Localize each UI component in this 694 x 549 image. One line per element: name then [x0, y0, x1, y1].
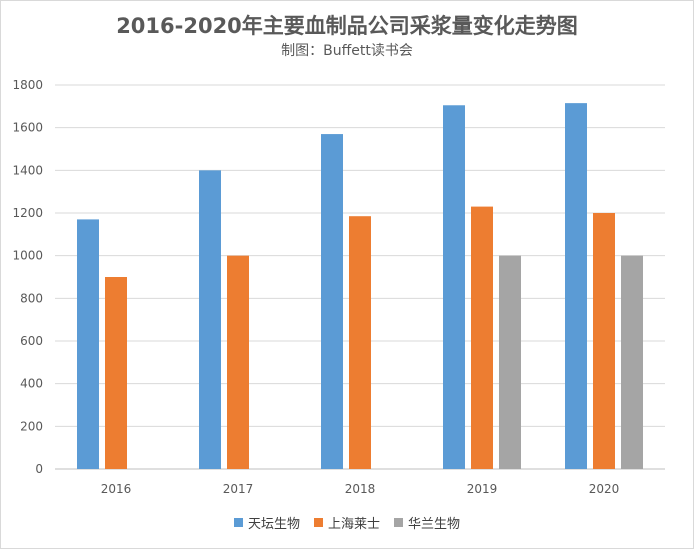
x-tick-label: 2017 [223, 482, 254, 496]
legend-swatch [313, 518, 323, 527]
legend-label: 华兰生物 [408, 517, 461, 532]
legend-item: 华兰生物 [394, 513, 460, 532]
bar-2017-series-1 [227, 255, 249, 469]
bar-2019-series-1 [471, 206, 493, 469]
x-tick-label: 2016 [101, 482, 132, 496]
bar-2020-series-2 [621, 255, 643, 469]
x-tick-label: 2018 [345, 482, 376, 496]
bar-2019-series-2 [499, 255, 521, 469]
bar-2020-series-0 [565, 103, 587, 469]
y-tick-label: 600 [20, 334, 43, 348]
legend-item: 天坛生物 [233, 513, 300, 532]
legend-swatch [233, 518, 243, 527]
bar-2016-series-1 [105, 277, 127, 469]
y-tick-label: 200 [20, 419, 43, 433]
legend-item: 上海莱士 [313, 513, 380, 532]
bar-2016-series-0 [77, 219, 99, 469]
legend-swatch [394, 518, 403, 527]
bar-2019-series-0 [443, 105, 465, 470]
y-tick-label: 1400 [12, 163, 43, 177]
y-tick-label: 0 [35, 462, 43, 476]
legend-label: 天坛生物 [247, 517, 300, 532]
y-tick-label: 1800 [12, 78, 43, 92]
chart-subtitle: 制图：Buffett读书会 [281, 43, 413, 59]
bar-2017-series-0 [199, 170, 221, 470]
chart-legend: 天坛生物 上海莱士 华兰生物 [0, 513, 694, 532]
x-tick-label: 2020 [589, 482, 620, 496]
bar-2020-series-1 [593, 213, 615, 469]
chart-title: 2016-2020年主要血制品公司采浆量变化走势图 [116, 14, 578, 38]
bar-2018-series-0 [321, 134, 343, 470]
legend-label: 上海莱士 [327, 517, 380, 532]
x-tick-label: 2019 [467, 482, 498, 496]
y-tick-label: 1200 [12, 206, 43, 220]
bar-2018-series-1 [349, 216, 371, 469]
y-tick-label: 1000 [12, 249, 43, 263]
y-tick-label: 800 [20, 291, 43, 305]
y-tick-label: 400 [20, 377, 43, 391]
y-tick-label: 1600 [12, 121, 43, 135]
